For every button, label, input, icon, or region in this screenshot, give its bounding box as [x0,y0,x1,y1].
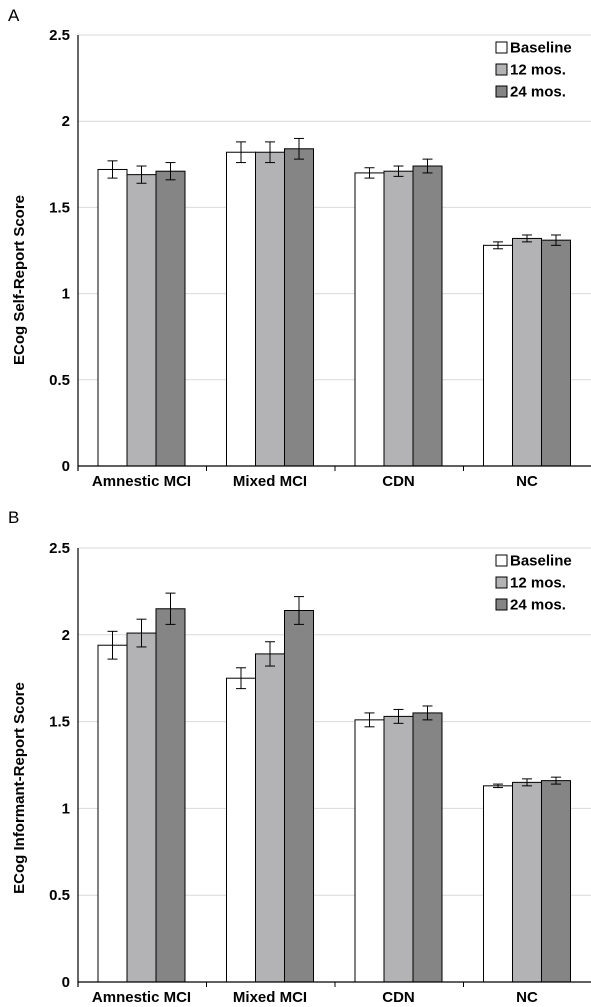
y-tick-label: 1.5 [49,199,70,216]
bar [383,170,414,467]
y-tick-label: 0.5 [49,372,70,389]
category-label: CDN [382,473,415,490]
y-tick-label: 2 [62,113,70,130]
category-label: NC [516,989,538,1006]
category-label: Amnestic MCI [92,989,191,1006]
legend-label: Baseline [510,553,572,570]
legend-swatch [495,41,508,54]
category-label: Mixed MCI [233,473,307,490]
bar [412,165,443,467]
category-label: CDN [382,989,415,1006]
legend-b: Baseline 12 mos. 24 mos. [495,553,572,614]
bar [541,239,571,467]
y-tick-labels-a: 0 0.5 1 1.5 2 2.5 [49,27,70,475]
bar [483,244,513,467]
legend-a: Baseline 12 mos. 24 mos. [495,40,572,101]
bar [255,151,285,467]
bars-b [97,608,571,983]
legend-label: 12 mos. [510,62,566,79]
panel-letter-a: A [8,6,20,25]
bar [541,780,571,983]
bar [126,632,157,983]
bar [155,608,186,983]
bar [354,719,385,983]
panel-letter-b: B [8,508,19,527]
legend-swatch [495,63,508,76]
axes-a [77,35,591,471]
y-tick-label: 0 [62,458,70,475]
bar [226,677,256,983]
y-tick-label: 0.5 [49,887,70,904]
bar [284,609,314,983]
bar [155,170,186,467]
bar [255,653,285,983]
legend-swatch [495,85,508,98]
bar [226,151,256,467]
legend-swatch [495,554,508,567]
category-label: Mixed MCI [233,989,307,1006]
bar [512,237,542,467]
category-labels-b: Amnestic MCI Mixed MCI CDN NC [92,989,538,1006]
category-labels-a: Amnestic MCI Mixed MCI CDN NC [92,473,538,490]
y-tick-labels-b: 0 0.5 1 1.5 2 2.5 [49,540,70,991]
y-axis-label-b: ECog Informant-Report Score [11,682,28,894]
y-tick-label: 1.5 [49,714,70,731]
error-bars-b [107,592,561,789]
bar [354,172,385,467]
y-tick-label: 2.5 [49,540,70,557]
y-tick-label: 2 [62,627,70,644]
bar [284,148,314,467]
legend-label: 12 mos. [510,575,566,592]
error-bars-a [107,137,561,250]
legend-label: 24 mos. [510,597,566,614]
bar [412,712,443,983]
y-axis-label-a: ECog Self-Report Score [11,195,28,365]
category-label: Amnestic MCI [92,473,191,490]
legend-label: 24 mos. [510,84,566,101]
legend-label: Baseline [510,40,572,57]
bar [512,781,542,983]
category-label: NC [516,473,538,490]
bar [126,174,157,467]
axes-b [77,548,591,987]
bars-a [97,148,571,467]
y-tick-label: 0 [62,974,70,991]
y-tick-label: 2.5 [49,27,70,44]
bar [383,715,414,983]
bar [97,644,128,983]
panel-b: B ECog Informant-Report Score 0 0.5 1 1.5 2 2… [8,508,591,1006]
bar [97,168,128,467]
y-tick-label: 1 [62,800,70,817]
legend-swatch [495,598,508,611]
bar [483,785,513,983]
panel-a: A ECog Self-Report Score 0 0.5 1 1.5 2 2.5 Am… [8,6,591,490]
legend-swatch [495,576,508,589]
y-tick-label: 1 [62,286,70,303]
